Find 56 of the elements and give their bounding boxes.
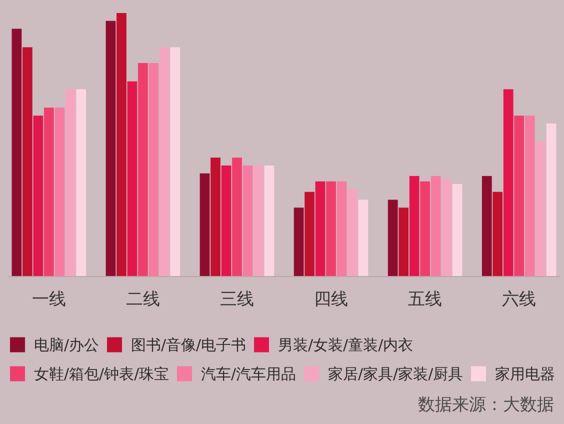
- bar: [170, 47, 180, 276]
- bar: [482, 176, 492, 276]
- x-tick-label: 五线: [408, 290, 442, 310]
- bar: [326, 181, 336, 276]
- bar: [138, 62, 148, 276]
- bar: [254, 166, 264, 276]
- bar: [221, 166, 232, 276]
- legend-label: 汽车/汽车用品: [201, 364, 296, 383]
- bar: [264, 166, 274, 276]
- legend-label: 电脑/办公: [34, 336, 100, 354]
- x-tick-label: 六线: [502, 290, 536, 310]
- bar: [524, 116, 535, 276]
- bar: [106, 20, 116, 276]
- bar: [430, 176, 441, 276]
- legend-label: 女鞋/箱包/钟表/珠宝: [34, 364, 170, 383]
- bar: [210, 158, 220, 276]
- x-tick-label: 四线: [314, 290, 348, 310]
- x-tick-label: 三线: [220, 290, 254, 310]
- bar: [33, 116, 44, 276]
- bar: [242, 166, 253, 276]
- bar: [348, 189, 358, 276]
- bar: [503, 89, 514, 276]
- bar: [409, 176, 420, 276]
- bar: [536, 142, 546, 276]
- bar: [452, 184, 462, 276]
- bar: [304, 192, 314, 276]
- bar: [294, 208, 304, 276]
- bar: [398, 208, 409, 276]
- bar: [54, 108, 65, 276]
- x-tick-label: 二线: [126, 290, 160, 310]
- x-tick-label: 一线: [32, 290, 66, 310]
- bar: [492, 192, 503, 276]
- bar: [388, 200, 398, 276]
- legend-label: 男装/女装/童装/内衣: [278, 336, 414, 354]
- bar: [358, 200, 368, 276]
- bar: [514, 116, 524, 276]
- legend-label: 图书/音像/电子书: [131, 336, 246, 354]
- bar: [159, 47, 170, 276]
- bar: [65, 89, 76, 276]
- bar: [315, 181, 326, 276]
- source-note: 数据来源：大数据: [418, 395, 554, 415]
- bar: [200, 173, 210, 276]
- bar: [420, 181, 430, 276]
- bar: [442, 178, 452, 276]
- bar: [22, 47, 32, 276]
- bar: [148, 62, 159, 276]
- bar: [127, 81, 138, 276]
- bar: [12, 28, 22, 276]
- bar: [336, 181, 347, 276]
- bar: [546, 123, 556, 276]
- bar: [44, 108, 54, 276]
- legend-label: 家居/家具/家装/厨具: [328, 364, 464, 383]
- bar: [232, 158, 242, 276]
- bar: [116, 13, 126, 276]
- legend-label: 家用电器: [495, 364, 555, 383]
- bar: [76, 89, 86, 276]
